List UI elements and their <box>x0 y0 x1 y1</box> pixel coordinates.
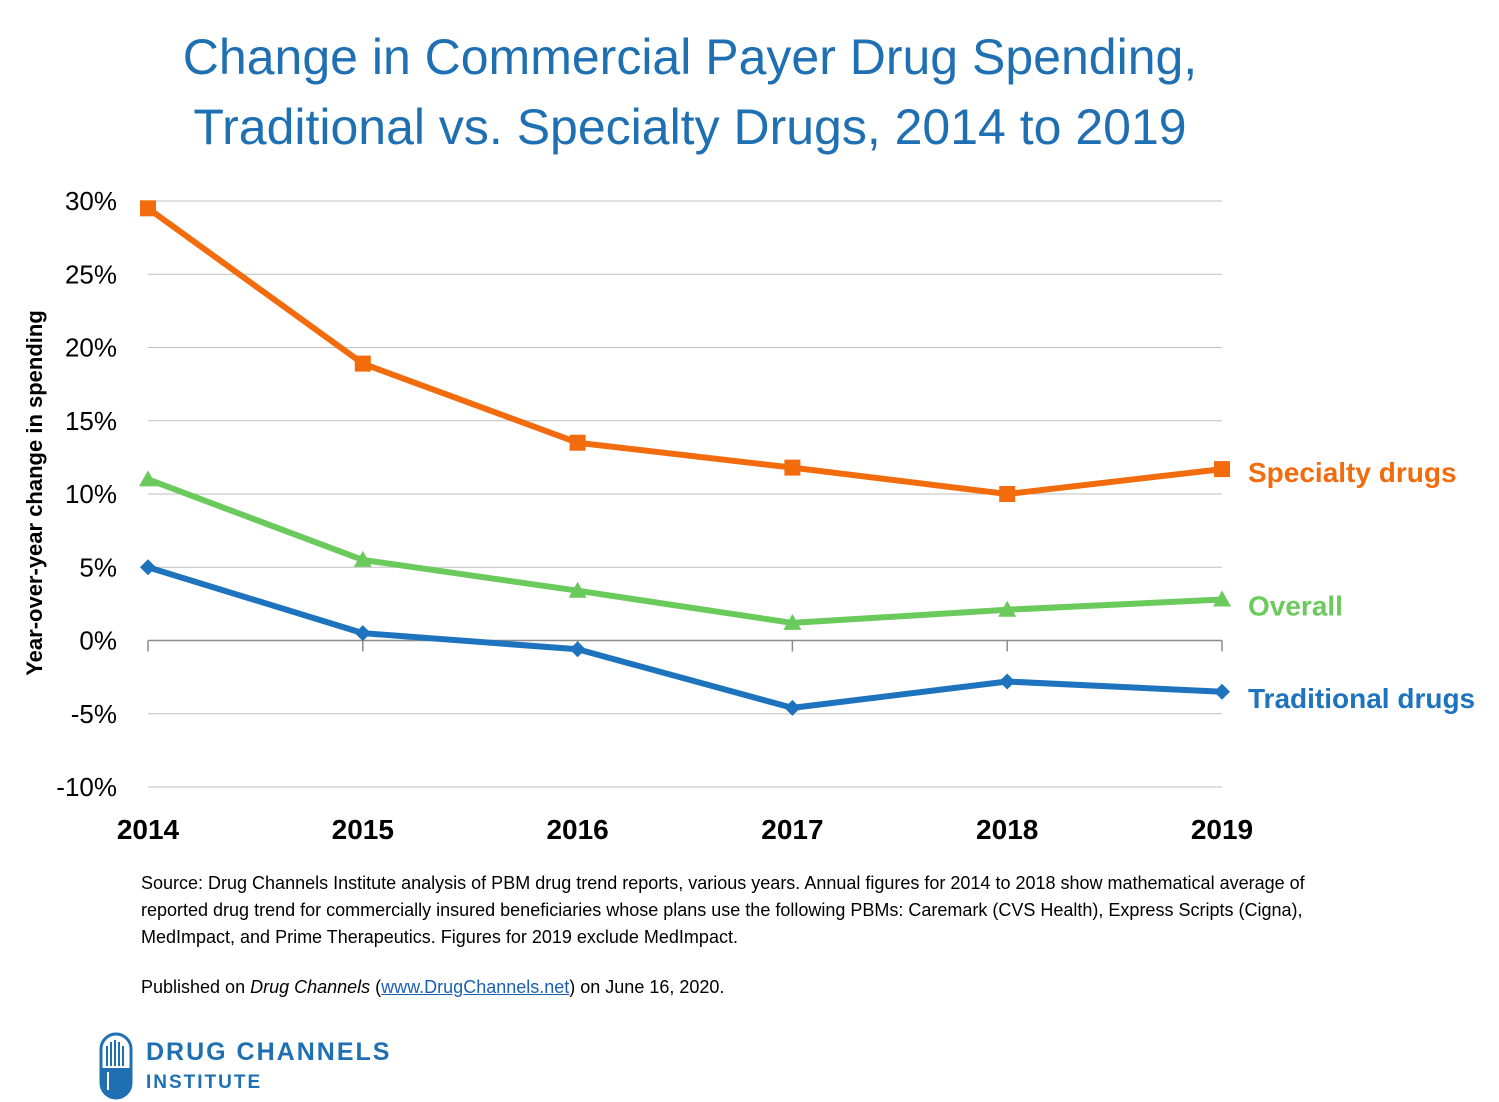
specialty-drugs-point <box>784 459 801 476</box>
overall-point <box>353 550 372 567</box>
x-tick-label: 2017 <box>761 814 823 845</box>
traditional-drugs-point <box>784 699 801 716</box>
traditional-drugs-label: Traditional drugs <box>1248 683 1475 714</box>
overall-point <box>568 581 587 598</box>
y-tick-label: 20% <box>65 333 117 363</box>
publication-name: Drug Channels <box>250 977 371 997</box>
overall-point <box>783 613 802 630</box>
traditional-drugs-point <box>1214 683 1230 700</box>
overall-label: Overall <box>1248 590 1343 621</box>
line-chart: 30% 25% 20% 15% 10% 5% 0% -5% -10%2014 2015 2016 20… <box>56 186 1475 845</box>
logo-text-institute: INSTITUTE <box>146 1072 263 1093</box>
traditional-drugs-point <box>999 673 1016 690</box>
y-tick-label: 10% <box>65 479 117 509</box>
specialty-drugs-point <box>1214 461 1230 478</box>
specialty-drugs-label: Specialty drugs <box>1248 457 1457 488</box>
chart-title: Change in Commercial Payer Drug Spending… <box>0 22 1380 162</box>
y-tick-label: -5% <box>71 699 117 729</box>
overall-line <box>146 476 1223 626</box>
published-open: ( <box>370 977 382 997</box>
specialty-drugs-point <box>569 434 586 451</box>
x-tick-label: 2019 <box>1191 814 1253 845</box>
x-tick-label: 2015 <box>332 814 394 845</box>
chart-title-line2: Traditional vs. Specialty Drugs, 2014 to… <box>193 99 1187 155</box>
y-tick-label: 5% <box>79 552 117 582</box>
drug-channels-logo: DRUG CHANNELS INSTITUTE <box>98 1032 458 1102</box>
traditional-drugs-line <box>147 564 1223 711</box>
logo-text-drug-channels: DRUG CHANNELS <box>146 1038 392 1066</box>
source-note: Source: Drug Channels Institute analysis… <box>141 873 1305 947</box>
published-prefix: Published on <box>141 977 251 997</box>
y-tick-label: 30% <box>65 186 117 216</box>
published-note: Published on Drug Channels (www.DrugChan… <box>141 974 724 1001</box>
specialty-drugs-point <box>354 355 371 372</box>
x-tick-label: 2018 <box>976 814 1038 845</box>
specialty-drugs-line <box>146 205 1223 497</box>
traditional-drugs-point <box>354 625 371 642</box>
y-tick-label: -10% <box>56 772 117 802</box>
traditional-drugs-point <box>140 559 156 576</box>
y-tick-label: 0% <box>79 626 117 656</box>
published-suffix: ) on June 16, 2020. <box>569 977 725 997</box>
x-tick-label: 2014 <box>117 814 180 845</box>
specialty-drugs-point <box>140 200 156 217</box>
overall-point <box>1213 590 1231 607</box>
y-tick-label: 25% <box>65 259 117 289</box>
x-tick-label: 2016 <box>546 814 608 845</box>
capsule-icon <box>99 1032 133 1100</box>
chart-title-line1: Change in Commercial Payer Drug Spending… <box>182 29 1198 85</box>
overall-point <box>139 470 157 487</box>
overall-point <box>998 600 1017 617</box>
y-tick-label: 15% <box>65 406 117 436</box>
specialty-drugs-point <box>999 486 1016 502</box>
traditional-drugs-point <box>569 641 586 658</box>
drugchannels-link[interactable]: www.DrugChannels.net <box>381 977 570 997</box>
